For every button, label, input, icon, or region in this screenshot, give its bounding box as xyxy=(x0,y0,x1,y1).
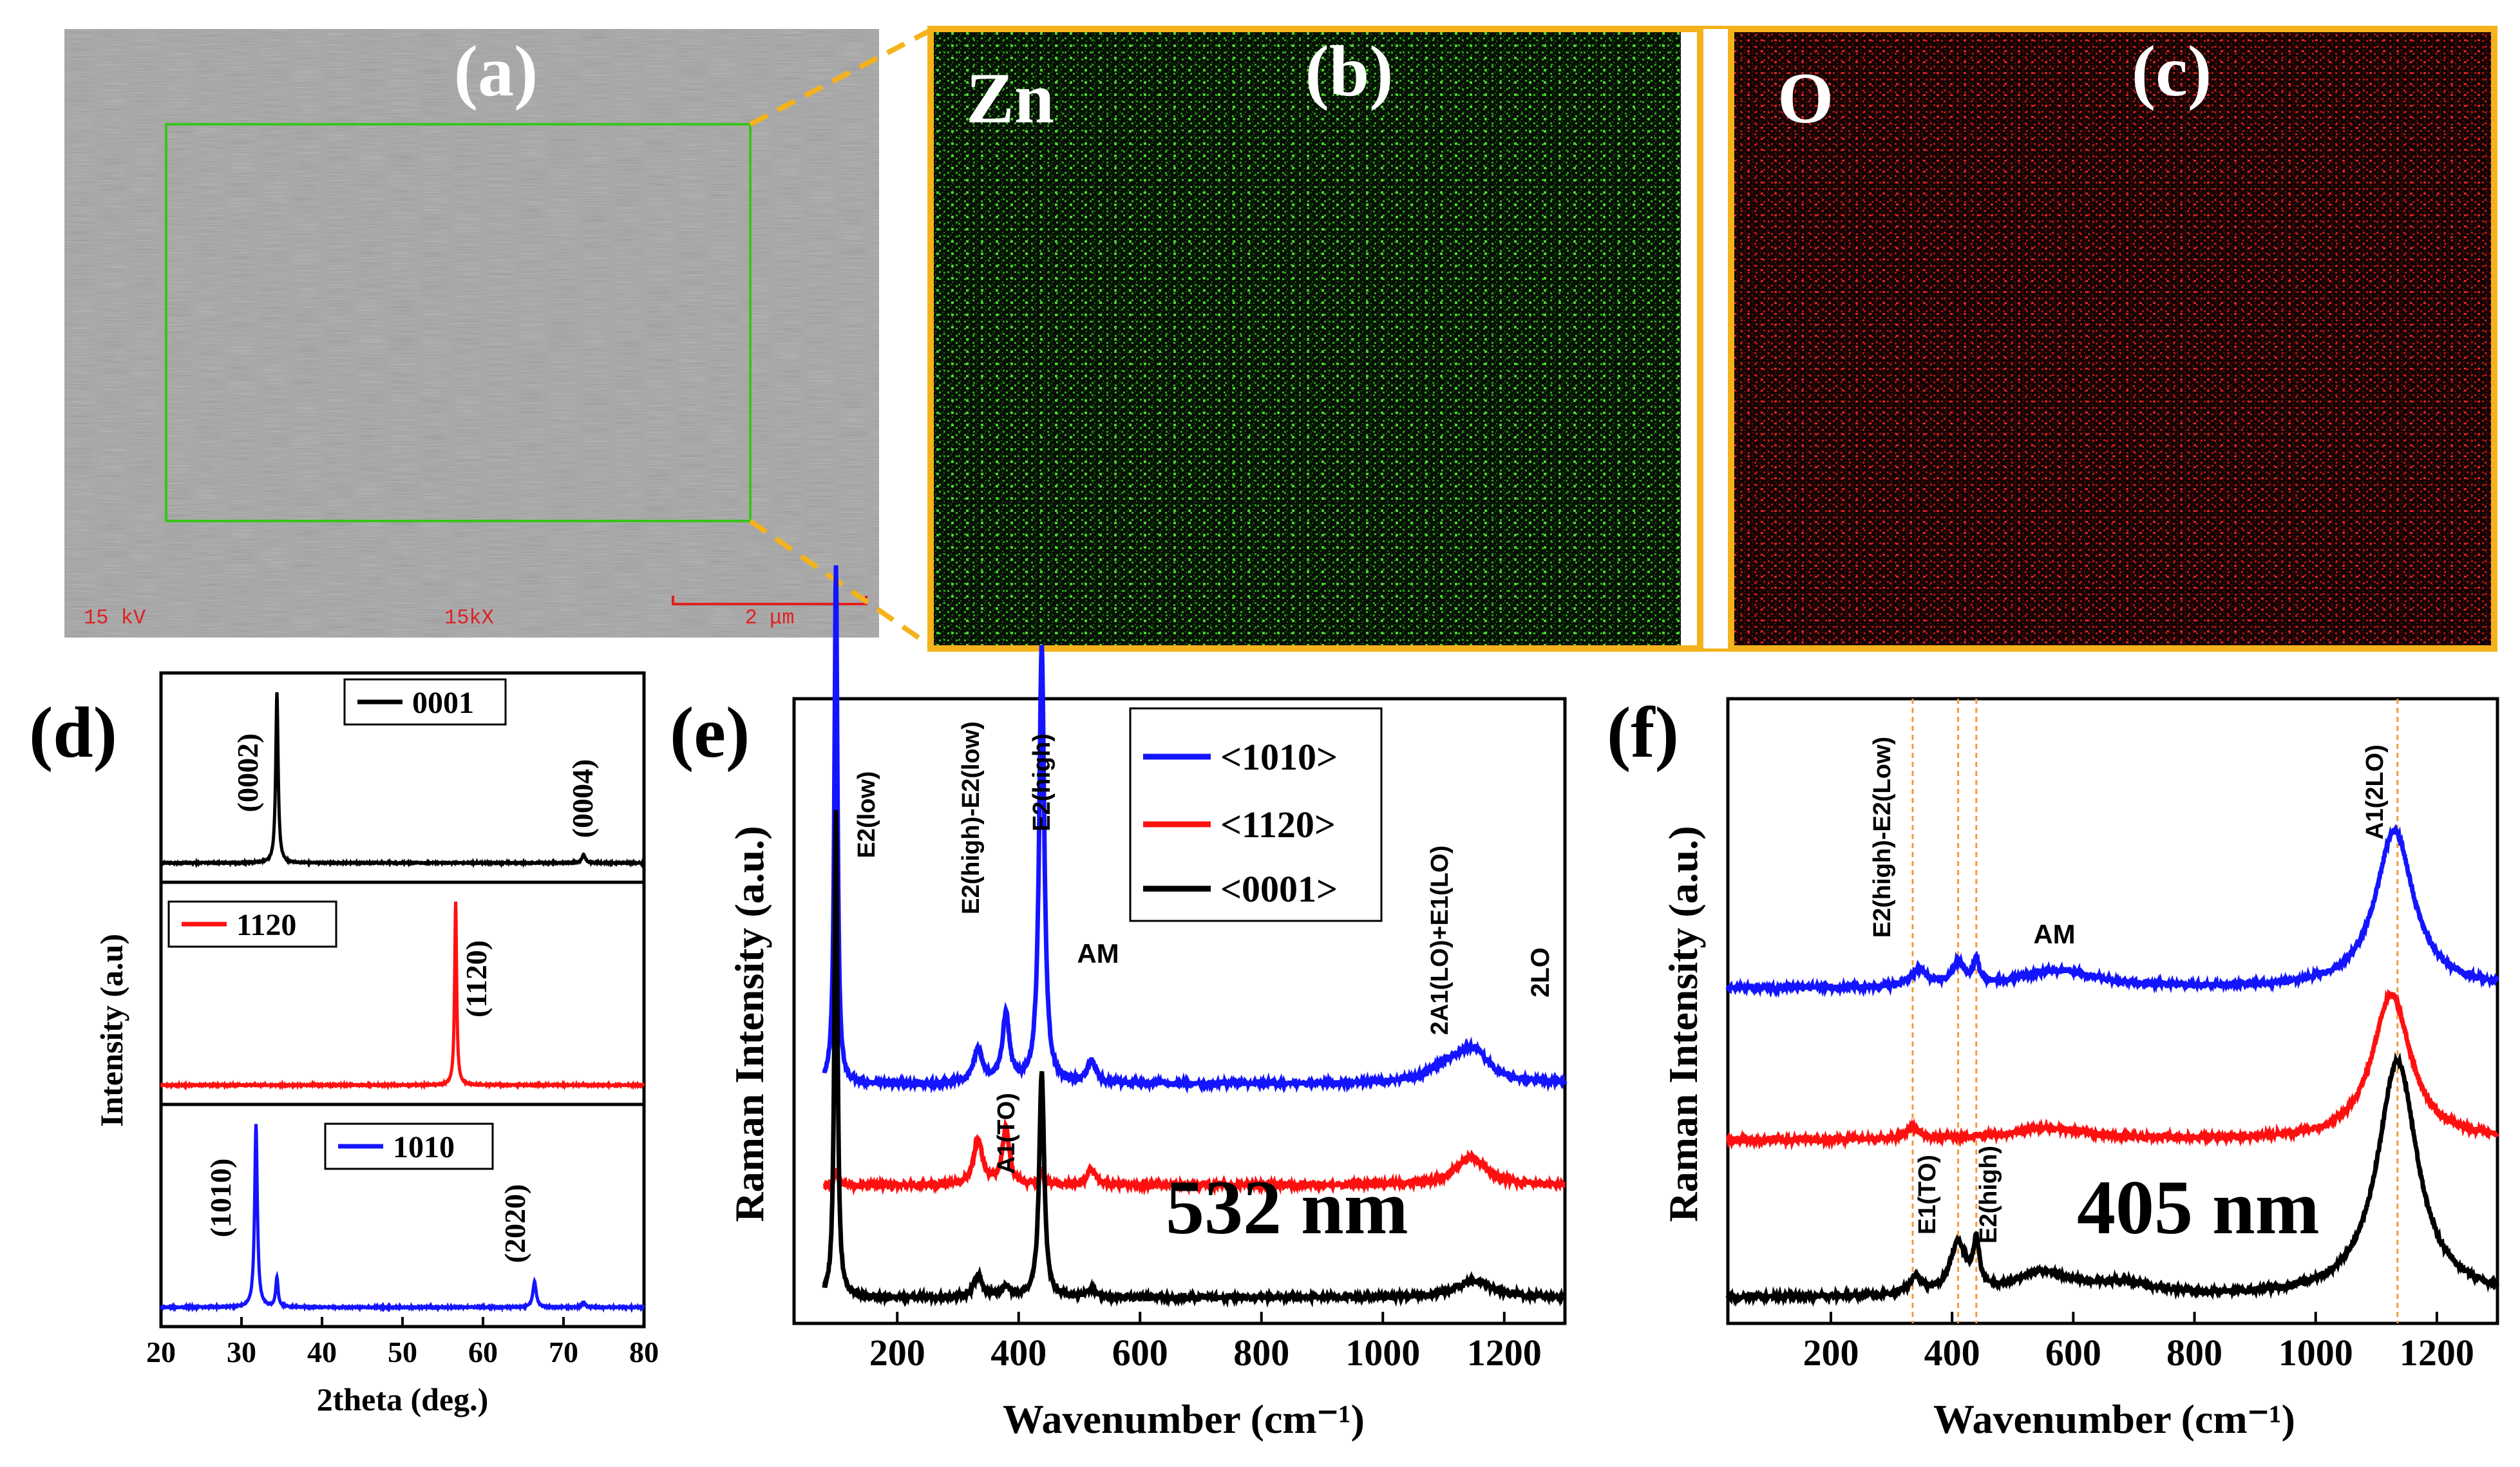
f-ylabel: Raman Intensity (a.u.) xyxy=(1660,826,1706,1222)
e-xtick-label: 600 xyxy=(1112,1332,1168,1374)
panel-c-label: (c) xyxy=(2132,32,2212,111)
gold-divider xyxy=(1700,29,1731,648)
f-wavelength: 405 nm xyxy=(2077,1164,2320,1250)
d-series-0001 xyxy=(160,692,646,869)
e-frame xyxy=(792,697,1567,1325)
zoom-line-top xyxy=(749,28,932,127)
f-xtick-label: 600 xyxy=(2045,1332,2101,1374)
f-annot-e1to: E1(TO) xyxy=(1914,1155,1941,1235)
d-annot-0004: (0004) xyxy=(566,759,599,838)
e-annot-2lo: 2LO xyxy=(1526,947,1555,998)
o-map-bright xyxy=(1731,32,2491,645)
d-xtick-label: 40 xyxy=(307,1336,337,1368)
o-element-label: O xyxy=(1777,59,1833,138)
sem-voltage: 15 kV xyxy=(84,606,146,630)
d-ylabel: Intensity (a.u) xyxy=(93,934,129,1127)
panel-c: O (c) xyxy=(1731,32,2491,645)
f-xtick-label: 1000 xyxy=(2278,1332,2353,1374)
d-legend-1120: 1120 xyxy=(236,908,296,942)
e-annot-e2high-e2low: E2(high)-E2(low) xyxy=(958,721,985,914)
e-ylabel: Raman Intensity (a.u.) xyxy=(726,826,772,1222)
f-series-blue xyxy=(1725,824,2499,999)
f-xtick-label: 1200 xyxy=(2400,1332,2474,1374)
d-xtick-label: 80 xyxy=(629,1336,659,1368)
f-annot-am: AM xyxy=(2033,919,2075,949)
zn-element-label: Zn xyxy=(966,59,1054,138)
e-xtick-label: 200 xyxy=(869,1332,925,1374)
sem-magnification: 15kX xyxy=(444,606,494,630)
panel-a-label: (a) xyxy=(454,32,538,111)
sem-texture xyxy=(64,29,879,638)
panel-b: Zn (b) xyxy=(934,32,1681,645)
zoom-line-bottom xyxy=(748,518,933,648)
d-xtick-label: 20 xyxy=(146,1336,176,1368)
d-xtick-label: 50 xyxy=(388,1336,417,1368)
panel-a: (a) 15 kV 15kX 2 μm xyxy=(64,29,879,638)
d-legend-1010: 1010 xyxy=(393,1130,455,1164)
panel-f-label: (f) xyxy=(1607,693,1679,773)
e-legend-1010: <1010> xyxy=(1220,736,1338,778)
e-legend-box xyxy=(1129,707,1383,922)
e-legend-1120: <1120> xyxy=(1220,804,1336,846)
d-xlabel: 2theta (deg.) xyxy=(317,1381,489,1417)
f-frame xyxy=(1726,697,2499,1325)
f-series-black xyxy=(1725,1052,2500,1307)
f-plot-area: 200 400 600 800 1000 1200 xyxy=(1725,697,2500,1374)
panel-d-label: (d) xyxy=(29,693,117,773)
d-series-1120 xyxy=(160,902,645,1091)
e-annot-am: AM xyxy=(1077,938,1119,969)
d-annot-0002: (0002) xyxy=(231,734,264,813)
d-legend-1010-box xyxy=(324,1122,494,1170)
d-annot-1010: (1010) xyxy=(204,1159,237,1238)
e-series-1010 xyxy=(822,565,1568,1094)
zn-map-bright xyxy=(934,32,1681,645)
panel-d: (d) Intensity (a.u) 20 30 40 50 60 70 80 2thet… xyxy=(29,671,659,1417)
f-xtick-label: 400 xyxy=(1924,1332,1980,1374)
d-xtick-label: 70 xyxy=(549,1336,578,1368)
d-xtick-label: 60 xyxy=(468,1336,498,1368)
f-xlabel: Wavenumber (cm⁻¹) xyxy=(1933,1396,2295,1442)
sem-scalebar-label: 2 μm xyxy=(745,606,795,630)
e-series-1120 xyxy=(822,1118,1566,1197)
panel-e: (e) Raman Intensity (a.u.) 200 400 600 800 1… xyxy=(670,565,1568,1442)
d-legend-0001: 0001 xyxy=(412,686,474,720)
e-annot-2a1lo: 2A1(LO)+E1(LO) xyxy=(1426,846,1454,1036)
e-legend-0001: <0001> xyxy=(1220,868,1338,910)
f-annot-e2high-e2low: E2(high)-E2(Low) xyxy=(1869,737,1896,938)
d-plot-area: 20 30 40 50 60 70 80 xyxy=(146,671,659,1368)
panel-f: (f) Raman Intensity (a.u.) 200 400 600 800 1… xyxy=(1607,693,2500,1442)
d-annot-1120: (1120) xyxy=(460,940,493,1017)
d-xtick-label: 30 xyxy=(227,1336,256,1368)
e-annot-e2high: E2(high) xyxy=(1028,734,1056,831)
e-annot-a1to: A1(TO) xyxy=(993,1093,1020,1174)
f-xtick-label: 800 xyxy=(2166,1332,2222,1374)
panel-e-label: (e) xyxy=(670,693,750,773)
e-annot-e2low: E2(low) xyxy=(853,771,880,858)
e-xtick-label: 400 xyxy=(990,1332,1047,1374)
e-series-0001 xyxy=(822,809,1567,1308)
e-plot-area: 200 400 600 800 1000 1200 xyxy=(792,565,1568,1374)
d-series-1010 xyxy=(160,1124,645,1314)
e-wavelength: 532 nm xyxy=(1166,1164,1408,1250)
e-xtick-label: 1000 xyxy=(1345,1332,1420,1374)
e-xlabel: Wavenumber (cm⁻¹) xyxy=(1003,1396,1365,1442)
f-series-red xyxy=(1725,989,2499,1151)
e-xtick-label: 1200 xyxy=(1467,1332,1542,1374)
panel-b-label: (b) xyxy=(1305,32,1394,111)
f-annot-a1-2lo: A1(2LO) xyxy=(2362,744,2389,840)
sem-selection-box xyxy=(165,123,752,522)
f-annot-e2high: E2(high) xyxy=(1975,1146,2002,1244)
d-annot-2020: (2020) xyxy=(498,1184,531,1264)
e-xtick-label: 800 xyxy=(1233,1332,1289,1374)
f-xtick-label: 200 xyxy=(1803,1332,1859,1374)
